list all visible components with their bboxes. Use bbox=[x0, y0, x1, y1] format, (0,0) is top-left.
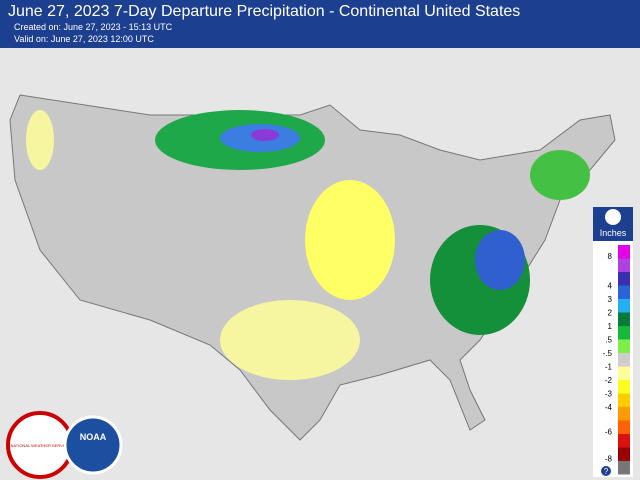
legend-label: -3 bbox=[605, 390, 613, 399]
wet-north-peak bbox=[251, 129, 279, 141]
legend-swatch bbox=[618, 447, 630, 461]
legend-label: 1 bbox=[608, 322, 613, 331]
dry-west bbox=[26, 110, 54, 170]
legend-swatch bbox=[618, 461, 630, 475]
legend-swatch bbox=[618, 272, 630, 286]
legend-swatch bbox=[618, 366, 630, 380]
legend-swatch bbox=[618, 420, 630, 434]
legend-swatch bbox=[618, 258, 630, 272]
valid: Valid on: June 27, 2023 12:00 UTC bbox=[14, 34, 154, 44]
legend-swatch bbox=[618, 380, 630, 394]
wet-northeast bbox=[530, 150, 590, 200]
legend-label: -6 bbox=[605, 427, 613, 436]
created: Created on: June 27, 2023 - 15:13 UTC bbox=[14, 22, 173, 32]
nws-text: NATIONAL WEATHER SERVICE bbox=[11, 443, 70, 448]
legend-swatch bbox=[618, 339, 630, 353]
legend-swatch bbox=[618, 434, 630, 448]
legend-label: 3 bbox=[608, 295, 613, 304]
legend-swatch bbox=[618, 353, 630, 367]
dry-south bbox=[220, 300, 360, 380]
legend-swatch bbox=[618, 393, 630, 407]
legend-label: 4 bbox=[608, 282, 613, 291]
help-button[interactable] bbox=[601, 466, 611, 476]
help-text: ? bbox=[604, 467, 609, 476]
legend-swatch bbox=[618, 407, 630, 421]
legend-label: -2 bbox=[605, 376, 613, 385]
legend: Inches 8 4 3 2 1 .5 -.5 -1 -2 -3 -4 -6 -8? bbox=[593, 207, 633, 477]
legend-title: Inches bbox=[600, 228, 627, 238]
legend-swatch bbox=[618, 285, 630, 299]
noaa-logo bbox=[63, 415, 123, 475]
legend-swatch bbox=[618, 312, 630, 326]
noaa-text: NOAA bbox=[80, 432, 107, 442]
legend-label: 8 bbox=[608, 252, 613, 261]
legend-label: -.5 bbox=[603, 349, 613, 358]
noaa-icon bbox=[605, 209, 621, 225]
legend-label: -1 bbox=[605, 363, 613, 372]
wet-east-core bbox=[475, 230, 525, 290]
header: June 27, 2023 7-Day Departure Precipitat… bbox=[0, 0, 640, 48]
legend-swatch bbox=[618, 326, 630, 340]
title: June 27, 2023 7-Day Departure Precipitat… bbox=[8, 3, 521, 20]
legend-label: .5 bbox=[605, 336, 612, 345]
legend-swatch bbox=[618, 299, 630, 313]
legend-swatch bbox=[618, 245, 630, 259]
legend-label: 2 bbox=[608, 309, 613, 318]
legend-label: -8 bbox=[605, 454, 613, 463]
dry-central bbox=[305, 180, 395, 300]
legend-label: -4 bbox=[605, 403, 613, 412]
